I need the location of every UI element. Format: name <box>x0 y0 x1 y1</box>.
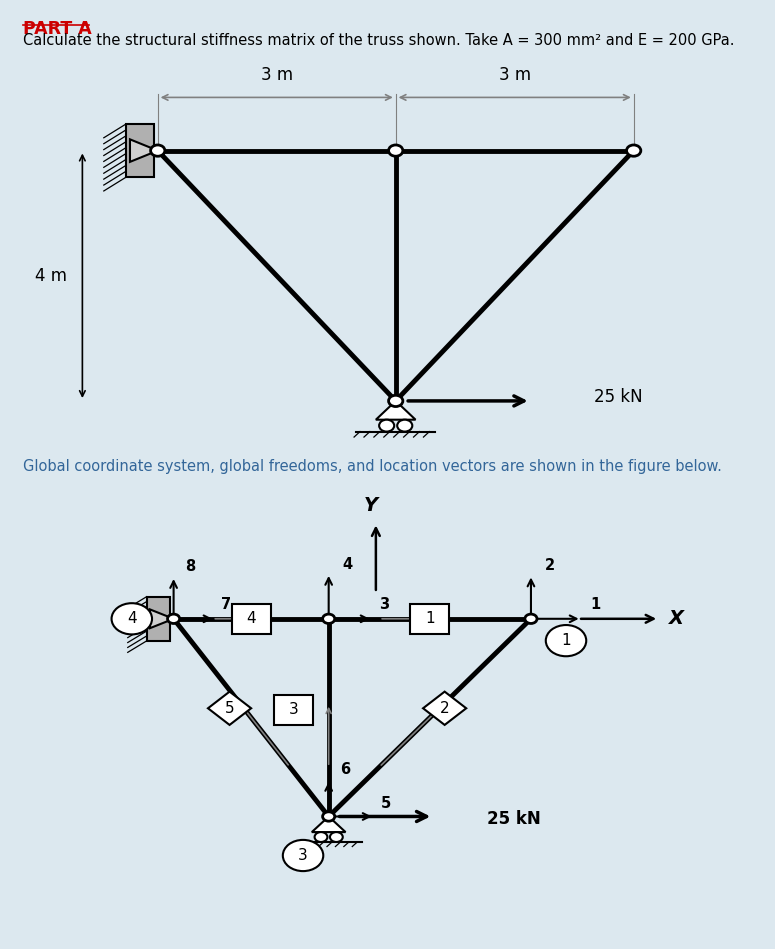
Text: 3 m: 3 m <box>260 65 293 84</box>
Text: 1: 1 <box>590 597 600 612</box>
Circle shape <box>112 604 152 634</box>
Text: 4: 4 <box>127 611 136 626</box>
Circle shape <box>330 832 343 842</box>
Text: Calculate the structural stiffness matrix of the truss shown. Take A = 300 mm² a: Calculate the structural stiffness matri… <box>23 33 735 48</box>
Text: Global coordinate system, global freedoms, and location vectors are shown in the: Global coordinate system, global freedom… <box>23 459 722 474</box>
Text: 7: 7 <box>221 597 231 612</box>
Polygon shape <box>423 692 467 725</box>
Text: 3: 3 <box>298 848 308 863</box>
Circle shape <box>626 145 641 157</box>
Polygon shape <box>130 140 158 162</box>
Bar <box>126 124 153 177</box>
Text: 4 m: 4 m <box>35 267 67 285</box>
Circle shape <box>315 832 327 842</box>
Polygon shape <box>208 692 251 725</box>
Circle shape <box>322 614 335 623</box>
FancyBboxPatch shape <box>274 695 313 725</box>
Text: 8: 8 <box>185 559 195 574</box>
Text: 3: 3 <box>379 597 389 612</box>
Text: 1: 1 <box>561 633 571 648</box>
Text: 4: 4 <box>343 557 353 571</box>
Text: 2: 2 <box>440 700 450 716</box>
Polygon shape <box>376 400 415 419</box>
Text: 5: 5 <box>381 796 391 811</box>
Circle shape <box>167 614 180 623</box>
Polygon shape <box>312 816 346 832</box>
Text: 5: 5 <box>225 700 234 716</box>
Text: 3 m: 3 m <box>498 65 531 84</box>
Text: PART A: PART A <box>23 21 92 38</box>
Circle shape <box>150 145 165 157</box>
Text: 2: 2 <box>545 558 555 573</box>
Circle shape <box>379 419 394 432</box>
Circle shape <box>398 419 412 432</box>
Text: Y: Y <box>363 495 377 514</box>
Text: 3: 3 <box>289 702 298 717</box>
Text: 25 kN: 25 kN <box>487 810 541 828</box>
FancyBboxPatch shape <box>410 604 450 634</box>
Circle shape <box>388 396 403 406</box>
Polygon shape <box>150 609 174 628</box>
Circle shape <box>283 840 323 871</box>
Text: 6: 6 <box>340 762 350 777</box>
Circle shape <box>525 614 537 623</box>
Bar <box>146 597 170 641</box>
Circle shape <box>322 811 335 821</box>
FancyBboxPatch shape <box>232 604 270 634</box>
Text: 4: 4 <box>246 611 256 626</box>
Text: X: X <box>669 609 684 628</box>
Text: 1: 1 <box>425 611 435 626</box>
Text: 25 kN: 25 kN <box>594 388 642 406</box>
Circle shape <box>388 145 403 157</box>
Circle shape <box>546 625 586 657</box>
